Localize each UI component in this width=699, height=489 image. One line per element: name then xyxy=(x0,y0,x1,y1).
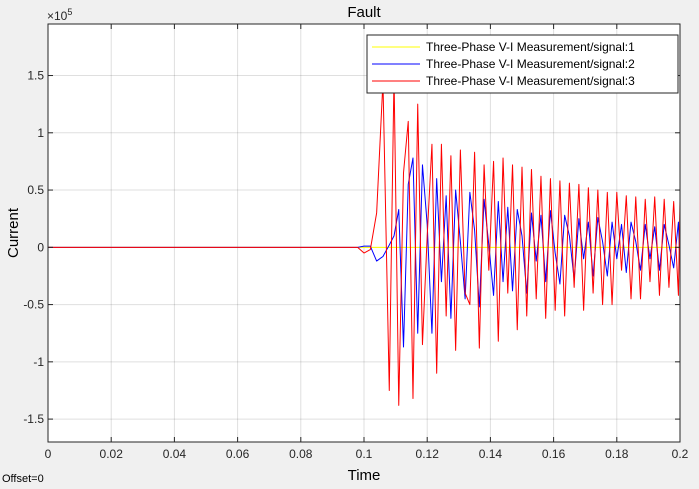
y-exponent-label: ×105 xyxy=(47,7,72,23)
legend-label-3: Three-Phase V-I Measurement/signal:3 xyxy=(426,74,635,88)
offset-text: Offset=0 xyxy=(2,473,44,485)
y-axis-label: Current xyxy=(5,207,22,258)
y-exponent-base: ×10 xyxy=(47,9,68,23)
ticks xyxy=(47,24,681,442)
x-tick-label: 0.08 xyxy=(289,447,313,461)
y-tick-label: 1.5 xyxy=(27,69,44,83)
x-tick-label: 0.18 xyxy=(605,447,629,461)
y-tick-label: 1 xyxy=(37,126,44,140)
plot-area xyxy=(48,24,680,442)
x-tick-label: 0.12 xyxy=(416,447,440,461)
y-tick-label: -1 xyxy=(33,355,44,369)
x-tick-label: 0.02 xyxy=(100,447,124,461)
chart-title: Fault xyxy=(347,4,381,21)
x-tick-label: 0.14 xyxy=(479,447,503,461)
legend-label-1: Three-Phase V-I Measurement/signal:1 xyxy=(426,40,635,54)
x-tick-label: 0 xyxy=(45,447,52,461)
tick-labels: 0 0.02 0.04 0.06 0.08 0.1 0.12 0.14 0.16 0.18 0.2 -… xyxy=(23,69,688,461)
y-tick-label: 0.5 xyxy=(27,183,44,197)
x-tick-label: 0.1 xyxy=(356,447,373,461)
y-tick-label: 0 xyxy=(37,240,44,254)
series-line-3 xyxy=(48,75,680,406)
series-line-2 xyxy=(48,157,680,348)
legend[interactable]: Three-Phase V-I Measurement/signal:1 Thre… xyxy=(366,34,679,94)
x-tick-label: 0.2 xyxy=(672,447,689,461)
x-tick-label: 0.16 xyxy=(542,447,566,461)
y-tick-label: -1.5 xyxy=(23,412,44,426)
y-exponent-power: 5 xyxy=(67,7,72,17)
x-tick-label: 0.04 xyxy=(163,447,187,461)
y-tick-label: -0.5 xyxy=(23,298,44,312)
x-axis-label: Time xyxy=(348,467,381,484)
x-tick-label: 0.06 xyxy=(226,447,250,461)
series-layer xyxy=(48,75,680,406)
legend-label-2: Three-Phase V-I Measurement/signal:2 xyxy=(426,57,635,71)
